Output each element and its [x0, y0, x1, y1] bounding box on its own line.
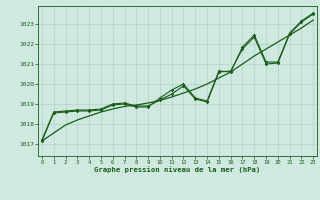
X-axis label: Graphe pression niveau de la mer (hPa): Graphe pression niveau de la mer (hPa)	[94, 167, 261, 173]
